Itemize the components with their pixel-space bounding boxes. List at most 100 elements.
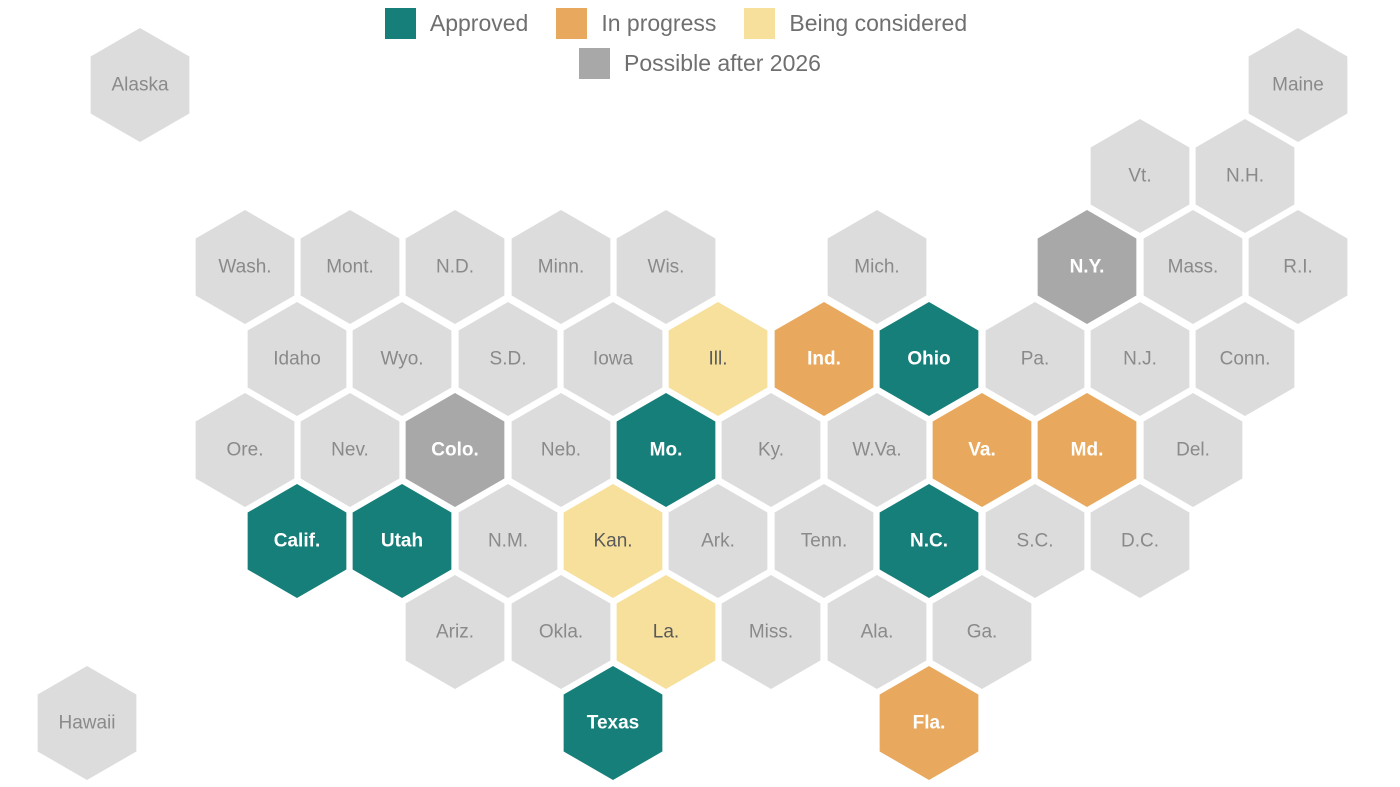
state-label: Mass. <box>1168 257 1219 278</box>
hex-tile <box>616 575 716 689</box>
hex-tile <box>827 210 927 324</box>
legend-label: Possible after 2026 <box>624 50 821 76</box>
state-tile-wash: Wash. <box>195 210 295 324</box>
state-tile-calif: Calif. <box>247 484 347 598</box>
hex-tile <box>511 210 611 324</box>
state-tile-alaska: Alaska <box>90 28 190 142</box>
state-label: W.Va. <box>852 440 901 461</box>
legend-swatch <box>556 8 588 39</box>
state-label: Texas <box>587 713 639 734</box>
hex-tile <box>721 393 821 507</box>
hex-tile <box>511 575 611 689</box>
state-label: Nev. <box>331 440 369 461</box>
state-label: Fla. <box>913 713 946 734</box>
state-label: Kan. <box>593 531 632 552</box>
hex-tile <box>616 393 716 507</box>
hex-tile <box>616 210 716 324</box>
state-label: Alaska <box>111 75 168 96</box>
state-tile-kan: Kan. <box>563 484 663 598</box>
state-tile-n-j: N.J. <box>1090 302 1190 416</box>
state-label: Mo. <box>650 440 683 461</box>
hex-tile <box>721 575 821 689</box>
hex-tile <box>827 393 927 507</box>
state-label: Ind. <box>807 349 841 370</box>
state-label: Va. <box>968 440 995 461</box>
state-tile-miss: Miss. <box>721 575 821 689</box>
state-tile-s-c: S.C. <box>985 484 1085 598</box>
legend-label: Being considered <box>789 10 968 36</box>
hex-tile <box>985 484 1085 598</box>
state-label: Ore. <box>227 440 264 461</box>
state-tile-n-c: N.C. <box>879 484 979 598</box>
hex-tile <box>668 484 768 598</box>
state-label: Miss. <box>749 622 793 643</box>
state-label: Ga. <box>967 622 998 643</box>
hex-tile <box>879 484 979 598</box>
state-label: Idaho <box>273 349 321 370</box>
hex-tile <box>405 575 505 689</box>
state-tile-vt: Vt. <box>1090 119 1190 233</box>
state-tile-n-d: N.D. <box>405 210 505 324</box>
state-label: La. <box>653 622 679 643</box>
hex-tile <box>1037 210 1137 324</box>
state-label: Ill. <box>709 349 728 370</box>
state-label: Okla. <box>539 622 583 643</box>
hex-tile <box>879 302 979 416</box>
state-label: Wis. <box>648 257 685 278</box>
hex-tile <box>1090 119 1190 233</box>
state-tile-ill: Ill. <box>668 302 768 416</box>
hex-tile <box>37 666 137 780</box>
state-label: N.D. <box>436 257 474 278</box>
state-tile-mass: Mass. <box>1143 210 1243 324</box>
state-tile-pa: Pa. <box>985 302 1085 416</box>
hex-tile <box>300 210 400 324</box>
state-label: Neb. <box>541 440 581 461</box>
state-label: Vt. <box>1128 166 1151 187</box>
state-label: Del. <box>1176 440 1210 461</box>
state-tile-iowa: Iowa <box>563 302 663 416</box>
hex-tile <box>563 666 663 780</box>
state-tile-nev: Nev. <box>300 393 400 507</box>
hex-tile <box>1143 210 1243 324</box>
legend-swatch <box>579 48 611 79</box>
hex-tile <box>879 666 979 780</box>
hex-tile <box>774 302 874 416</box>
hex-tile <box>668 302 768 416</box>
legend-item-in-progress: In progress <box>556 8 716 39</box>
state-label: Wyo. <box>380 349 423 370</box>
state-tile-neb: Neb. <box>511 393 611 507</box>
state-tile-mont: Mont. <box>300 210 400 324</box>
legend-swatch <box>384 8 416 39</box>
hex-tile <box>300 393 400 507</box>
state-label: Wash. <box>218 257 271 278</box>
legend-label: Approved <box>429 10 529 36</box>
state-tile-ore: Ore. <box>195 393 295 507</box>
state-label: Minn. <box>538 257 584 278</box>
state-tile-conn: Conn. <box>1195 302 1295 416</box>
state-tile-md: Md. <box>1037 393 1137 507</box>
state-label: Hawaii <box>58 713 115 734</box>
hex-tile <box>511 393 611 507</box>
state-tile-texas: Texas <box>563 666 663 780</box>
state-tile-utah: Utah <box>352 484 452 598</box>
state-tile-la: La. <box>616 575 716 689</box>
state-label: Ariz. <box>436 622 474 643</box>
state-label: Conn. <box>1220 349 1271 370</box>
hex-tile <box>1248 28 1348 142</box>
hex-tile <box>827 575 927 689</box>
state-tile-n-y: N.Y. <box>1037 210 1137 324</box>
state-tile-idaho: Idaho <box>247 302 347 416</box>
state-label: N.J. <box>1123 349 1157 370</box>
state-label: S.D. <box>490 349 527 370</box>
hex-tile <box>247 302 347 416</box>
state-tile-wyo: Wyo. <box>352 302 452 416</box>
state-label: N.C. <box>910 531 948 552</box>
state-tile-maine: Maine <box>1248 28 1348 142</box>
state-tile-r-i: R.I. <box>1248 210 1348 324</box>
state-tile-wis: Wis. <box>616 210 716 324</box>
state-tile-ohio: Ohio <box>879 302 979 416</box>
legend-label: In progress <box>601 10 717 36</box>
state-label: N.H. <box>1226 166 1264 187</box>
hex-tile <box>195 393 295 507</box>
state-tile-tenn: Tenn. <box>774 484 874 598</box>
